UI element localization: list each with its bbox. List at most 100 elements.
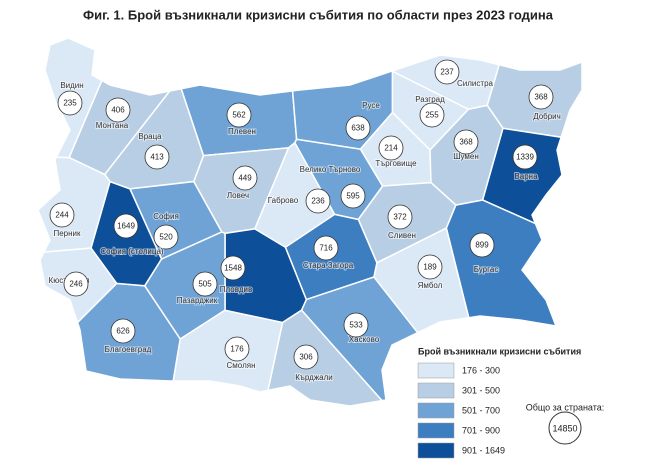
region-name: Монтана <box>96 121 129 130</box>
value-circle <box>153 224 179 250</box>
region-name: Габрово <box>268 196 299 205</box>
region-value: 1339 <box>516 153 534 162</box>
region-name: Велико Търново <box>300 165 361 174</box>
region-name: Плевен <box>228 127 256 136</box>
region-value: 306 <box>299 353 313 362</box>
region-value: 214 <box>384 144 398 153</box>
legend-title: Брой възникнали кризисни събития <box>418 346 581 356</box>
region-value: 235 <box>63 99 77 108</box>
region-value: 237 <box>440 68 454 77</box>
region-name: Стара Загора <box>303 261 354 270</box>
region-name: Ловеч <box>227 191 249 200</box>
region-value: 406 <box>111 106 125 115</box>
region-name: Кърджали <box>295 373 333 382</box>
region <box>445 199 558 327</box>
region-name: Перник <box>53 229 81 238</box>
region-value: 520 <box>159 233 173 242</box>
value-circle <box>387 204 413 230</box>
region-value: 899 <box>475 241 489 250</box>
region-value: 413 <box>150 153 164 162</box>
region-value: 368 <box>534 93 548 102</box>
region-value: 505 <box>198 280 212 289</box>
value-circle <box>110 318 136 344</box>
region-value: 176 <box>230 345 244 354</box>
legend-label: 301 - 500 <box>462 385 500 395</box>
region-value: 449 <box>238 174 252 183</box>
value-circle <box>232 165 258 191</box>
value-circle <box>434 59 460 85</box>
value-circle <box>469 232 495 258</box>
region-name: Пазарджик <box>177 296 218 305</box>
value-circle <box>293 344 319 370</box>
legend-label: 176 - 300 <box>462 365 500 375</box>
region-value: 1649 <box>117 222 135 231</box>
value-circle <box>49 202 75 228</box>
region-name: Варна <box>514 172 538 181</box>
value-circle <box>220 255 246 281</box>
legend: 176 - 300 301 - 500 501 - 700 701 - 900 901 … <box>417 362 505 459</box>
region <box>481 127 563 225</box>
legend-swatch <box>417 422 455 439</box>
region-value: 255 <box>425 111 439 120</box>
region-value: 246 <box>69 280 83 289</box>
region-name: София (столица) <box>100 247 164 256</box>
value-circle <box>453 129 479 155</box>
legend-swatch <box>417 402 455 419</box>
legend-label: 901 - 1649 <box>462 445 505 455</box>
region <box>224 228 308 324</box>
title: Фиг. 1. Брой възникнали кризисни събития… <box>83 7 554 22</box>
region-value: 244 <box>55 211 69 220</box>
region-value: 1548 <box>224 264 242 273</box>
region-name: Търговище <box>375 159 417 168</box>
region-name: Пловдив <box>220 285 253 294</box>
region-name: Сливен <box>388 231 416 240</box>
region-value: 533 <box>349 321 363 330</box>
region-name: Шумен <box>453 152 479 161</box>
region-value: 626 <box>116 327 130 336</box>
region-value: 638 <box>351 124 365 133</box>
value-circle <box>528 84 554 110</box>
value-circle <box>224 336 250 362</box>
value-circle <box>63 271 89 297</box>
value-circle <box>343 312 369 338</box>
value-circle <box>226 102 252 128</box>
region-name: Хасково <box>349 335 380 344</box>
value-circle <box>113 213 139 239</box>
value-circle <box>192 271 218 297</box>
region-name: Разград <box>415 95 445 104</box>
total-circle <box>548 411 582 445</box>
value-circle <box>313 235 339 261</box>
total-label: Общо за страната: <box>526 402 605 412</box>
value-circle <box>419 102 445 128</box>
region-name: София <box>153 212 179 221</box>
region-value: 595 <box>346 192 360 201</box>
region-value: 716 <box>319 244 333 253</box>
region-value: 189 <box>423 263 437 272</box>
region-value: 368 <box>459 138 473 147</box>
region-name: Ямбол <box>418 281 443 290</box>
value-circle <box>105 97 131 123</box>
total-value: 14850 <box>552 423 577 433</box>
legend-swatch <box>417 362 455 379</box>
region-name: Смолян <box>227 361 256 370</box>
value-circle <box>144 144 170 170</box>
labels: Видин 235 Монтана 406 Враца 413 Плевен 562 Ловеч… <box>48 59 562 383</box>
region-value: 562 <box>232 111 246 120</box>
value-circle <box>340 183 366 209</box>
region-name: Русе <box>362 101 380 110</box>
value-circle <box>305 188 331 214</box>
legend-label: 501 - 700 <box>462 405 500 415</box>
region-value: 372 <box>393 213 407 222</box>
region-name: Благоевград <box>105 345 152 354</box>
region-value: 236 <box>311 197 325 206</box>
legend-swatch <box>417 382 455 399</box>
value-circle <box>417 254 443 280</box>
region-name: Видин <box>60 81 83 90</box>
region-name: Добрич <box>533 112 561 121</box>
value-circle <box>57 90 83 116</box>
value-circle <box>512 144 538 170</box>
region-name: Враца <box>138 132 162 141</box>
legend-swatch <box>417 442 455 459</box>
value-circle <box>378 135 404 161</box>
